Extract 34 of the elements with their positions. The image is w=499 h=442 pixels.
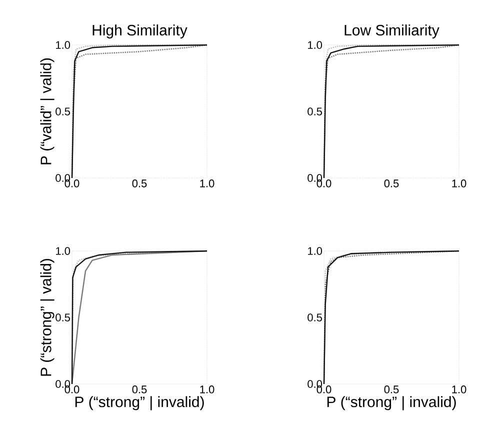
y-tick-label: 0.0 (56, 174, 70, 182)
line-series (323, 250, 460, 385)
y-axis-title: P (“valid” | valid) (40, 58, 54, 164)
x-tick-label: 0.5 (384, 180, 399, 188)
chart-title: High Similarity (92, 24, 188, 38)
x-tick-label: 0.0 (64, 180, 80, 188)
y-tick-label: 1.0 (56, 247, 70, 255)
y-tick-label: 1.0 (308, 247, 322, 255)
x-tick-label: 1.0 (452, 180, 466, 188)
line-series (71, 44, 208, 179)
x-axis-title: P (“strong” | invalid) (75, 396, 204, 410)
y-axis-title: P (“strong” | valid) (40, 258, 54, 376)
x-tick-label: 0.5 (384, 386, 399, 394)
y-tick-label: 0.5 (56, 314, 70, 322)
x-tick-label: 1.0 (200, 180, 214, 188)
x-tick-label: 1.0 (452, 386, 466, 394)
y-tick-label: 0.5 (308, 108, 322, 116)
y-tick-label: 1.0 (56, 41, 70, 49)
line-series (71, 250, 208, 385)
x-tick-label: 0.5 (132, 386, 147, 394)
x-tick-label: 0.0 (316, 386, 332, 394)
x-tick-label: 1.0 (200, 386, 214, 394)
x-tick-label: 0.0 (316, 180, 332, 188)
y-tick-label: 0.0 (308, 380, 322, 388)
x-axis-title: P (“strong” | invalid) (327, 396, 456, 410)
y-tick-label: 0.0 (308, 174, 322, 182)
y-tick-label: 0.5 (56, 108, 70, 116)
chart-title: Low Similiarity (344, 24, 440, 38)
x-tick-label: 0.0 (64, 386, 80, 394)
y-tick-label: 1.0 (308, 41, 322, 49)
line-series (323, 44, 460, 179)
x-tick-label: 0.5 (132, 180, 147, 188)
y-tick-label: 0.0 (56, 380, 70, 388)
y-tick-label: 0.5 (308, 314, 322, 322)
